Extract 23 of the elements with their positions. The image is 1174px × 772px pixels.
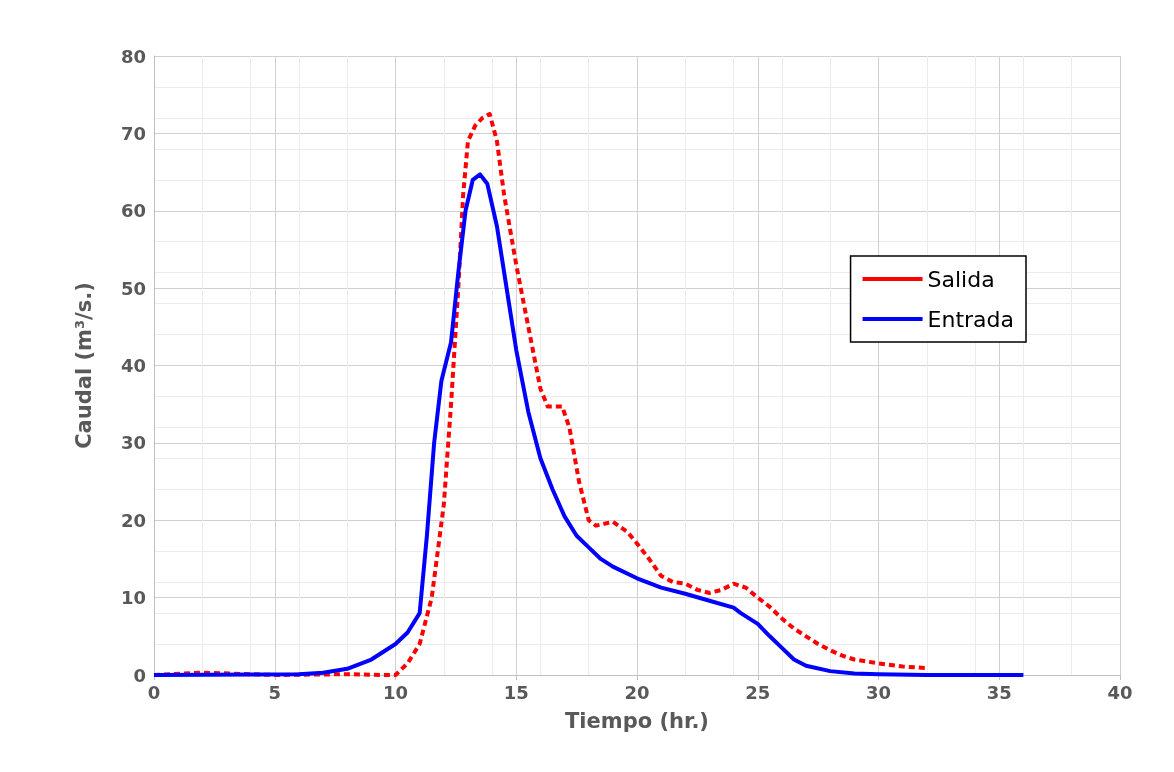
x-tick-label: 30 <box>865 681 892 703</box>
x-axis-title: Tiempo (hr.) <box>565 708 709 733</box>
y-tick-label: 50 <box>120 277 146 299</box>
y-axis-title: Caudal (m³/s.) <box>71 282 96 449</box>
y-tick-label: 30 <box>120 432 146 454</box>
y-tick-label: 40 <box>120 355 146 376</box>
y-tick-label: 80 <box>120 45 146 67</box>
legend-label: Salida <box>927 266 995 292</box>
y-tick-label: 60 <box>120 200 146 222</box>
y-tick-label: 10 <box>120 587 146 609</box>
x-tick-label: 5 <box>268 681 282 703</box>
x-tick-label: 10 <box>382 681 409 703</box>
x-tick-label: 35 <box>986 681 1012 703</box>
x-tick-label: 20 <box>624 681 650 703</box>
y-tick-label: 0 <box>133 664 146 686</box>
x-tick-label: 25 <box>745 681 771 703</box>
legend-label: Entrada <box>927 306 1015 332</box>
x-tick-label: 15 <box>503 681 529 703</box>
x-tick-label: 0 <box>147 681 161 703</box>
x-tick-label: 40 <box>1107 681 1133 703</box>
line-series <box>152 172 1026 677</box>
y-tick-label: 70 <box>120 122 146 144</box>
y-tick-label: 20 <box>120 509 146 531</box>
